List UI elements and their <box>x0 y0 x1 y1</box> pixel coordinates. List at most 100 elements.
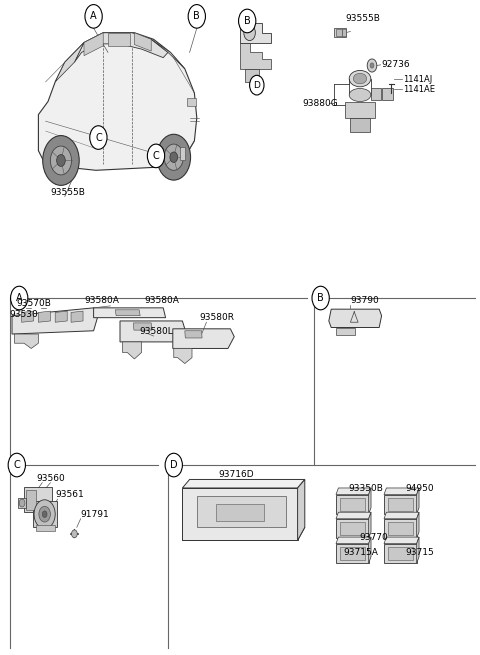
Circle shape <box>42 511 47 517</box>
Polygon shape <box>55 311 67 322</box>
Text: B: B <box>317 293 324 303</box>
Polygon shape <box>417 488 419 514</box>
Polygon shape <box>120 321 185 342</box>
Polygon shape <box>336 544 369 563</box>
Polygon shape <box>336 537 371 544</box>
Polygon shape <box>18 498 26 508</box>
FancyBboxPatch shape <box>336 29 342 36</box>
Polygon shape <box>369 488 371 514</box>
Ellipse shape <box>349 71 371 87</box>
FancyBboxPatch shape <box>36 525 55 531</box>
Text: 93580A: 93580A <box>84 295 119 305</box>
Text: B: B <box>193 11 200 22</box>
Text: 93580L: 93580L <box>139 327 173 336</box>
FancyBboxPatch shape <box>340 498 365 511</box>
Text: C: C <box>153 151 159 161</box>
Polygon shape <box>38 33 197 170</box>
Circle shape <box>170 152 178 162</box>
FancyBboxPatch shape <box>388 522 413 535</box>
Polygon shape <box>182 488 298 540</box>
Polygon shape <box>94 308 166 318</box>
Text: 93880G: 93880G <box>302 99 338 108</box>
Polygon shape <box>384 512 419 519</box>
Text: 93715: 93715 <box>406 548 434 557</box>
Text: 94950: 94950 <box>406 483 434 493</box>
Polygon shape <box>174 348 192 364</box>
Circle shape <box>370 63 374 68</box>
Circle shape <box>90 126 107 149</box>
FancyBboxPatch shape <box>180 147 185 160</box>
Polygon shape <box>55 43 84 82</box>
Circle shape <box>147 144 165 168</box>
Text: 1141AE: 1141AE <box>403 84 435 94</box>
Text: 93555B: 93555B <box>50 187 85 196</box>
Polygon shape <box>182 479 305 488</box>
Polygon shape <box>38 311 50 322</box>
Text: 93555B: 93555B <box>346 14 381 23</box>
FancyBboxPatch shape <box>197 496 286 527</box>
Polygon shape <box>115 310 140 316</box>
Polygon shape <box>151 39 185 69</box>
FancyBboxPatch shape <box>371 88 381 100</box>
FancyBboxPatch shape <box>340 547 365 560</box>
Text: C: C <box>95 132 102 143</box>
Polygon shape <box>173 329 234 348</box>
Text: 93770: 93770 <box>359 533 388 542</box>
FancyBboxPatch shape <box>216 504 264 521</box>
FancyBboxPatch shape <box>382 88 393 100</box>
Polygon shape <box>12 308 98 334</box>
Circle shape <box>19 499 25 507</box>
Text: 93580R: 93580R <box>199 313 234 322</box>
Text: 93580A: 93580A <box>144 295 179 305</box>
Text: 93715A: 93715A <box>343 548 378 557</box>
Text: 93570B: 93570B <box>17 299 52 308</box>
Text: 93560: 93560 <box>36 474 65 483</box>
Polygon shape <box>384 495 417 514</box>
Circle shape <box>367 59 377 72</box>
Polygon shape <box>384 488 419 495</box>
Polygon shape <box>298 479 305 540</box>
Circle shape <box>157 134 191 180</box>
Polygon shape <box>240 23 271 43</box>
Circle shape <box>244 25 255 41</box>
Polygon shape <box>71 311 83 322</box>
Polygon shape <box>336 512 371 519</box>
Circle shape <box>50 146 72 175</box>
Polygon shape <box>329 309 382 328</box>
FancyBboxPatch shape <box>26 490 36 510</box>
Polygon shape <box>74 33 168 62</box>
Text: 1141AJ: 1141AJ <box>403 75 432 84</box>
Polygon shape <box>182 527 305 540</box>
Ellipse shape <box>349 88 371 102</box>
Polygon shape <box>22 311 34 322</box>
Text: C: C <box>13 460 20 470</box>
FancyBboxPatch shape <box>342 29 346 36</box>
Ellipse shape <box>353 73 367 84</box>
Polygon shape <box>122 342 142 359</box>
Circle shape <box>43 136 79 185</box>
Circle shape <box>239 9 256 33</box>
FancyBboxPatch shape <box>388 547 413 560</box>
FancyBboxPatch shape <box>187 98 196 106</box>
Text: 92736: 92736 <box>382 60 410 69</box>
FancyBboxPatch shape <box>388 498 413 511</box>
Text: 93561: 93561 <box>55 490 84 499</box>
Polygon shape <box>108 33 130 46</box>
Circle shape <box>34 500 55 529</box>
Polygon shape <box>384 544 417 563</box>
Circle shape <box>72 530 77 538</box>
Circle shape <box>85 5 102 28</box>
Polygon shape <box>417 537 419 563</box>
Polygon shape <box>336 488 371 495</box>
Polygon shape <box>369 512 371 538</box>
Text: 91791: 91791 <box>81 510 109 519</box>
Circle shape <box>57 155 65 166</box>
Polygon shape <box>384 519 417 538</box>
FancyBboxPatch shape <box>340 522 365 535</box>
Polygon shape <box>369 537 371 563</box>
Text: D: D <box>253 81 260 90</box>
FancyBboxPatch shape <box>33 501 57 527</box>
Polygon shape <box>336 495 369 514</box>
Polygon shape <box>14 334 38 348</box>
Circle shape <box>11 286 28 310</box>
